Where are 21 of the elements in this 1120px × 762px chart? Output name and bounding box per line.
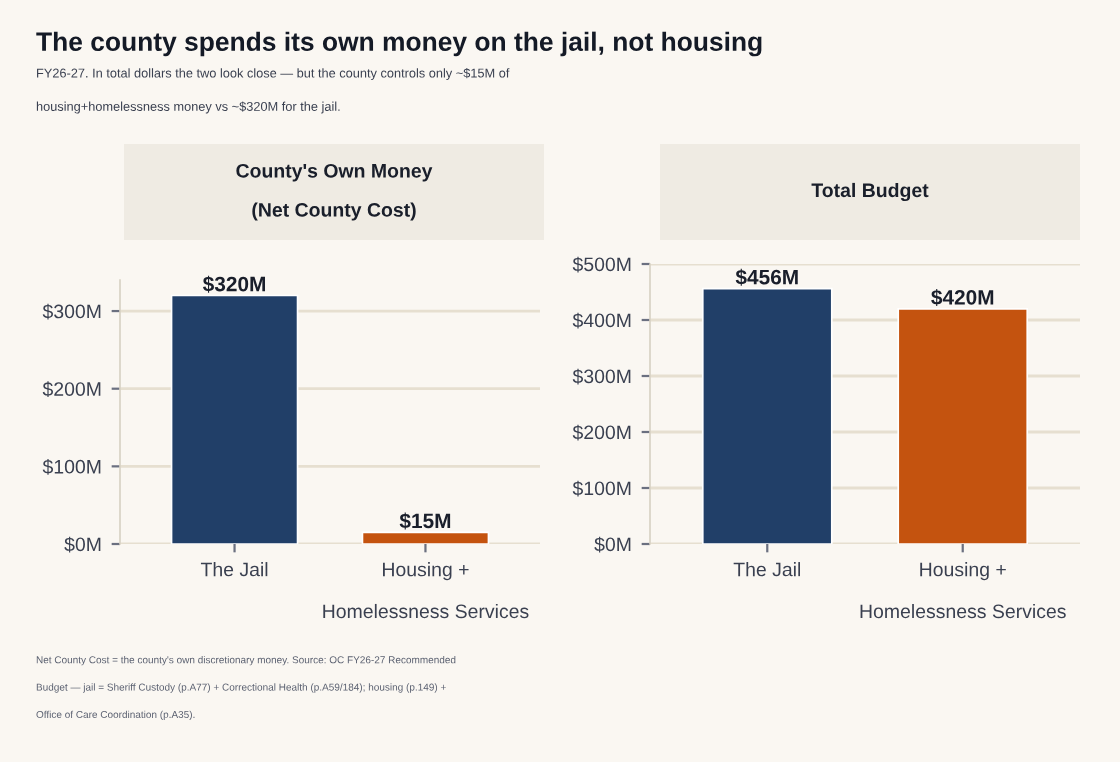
y-tick-label: $500M [572, 256, 631, 273]
data-label: $320M [202, 275, 265, 293]
y-tick-label: $200M [572, 424, 631, 441]
y-tick-label: $100M [572, 480, 631, 497]
y-tick-label: $300M [572, 368, 631, 385]
x-tick-label: The Jail [200, 562, 268, 577]
y-tick-label: $300M [42, 303, 101, 320]
category-label: Housing + Homelessness Services [323, 562, 529, 619]
y-tick-label: $0M [64, 536, 101, 553]
y-tick-label: $200M [42, 381, 101, 398]
y-tick-label: $100M [42, 459, 101, 475]
text: The county spends its own money on the jail, not housing [36, 31, 762, 57]
data-label: $420M [931, 289, 994, 307]
category-label: Housing + Homelessness Services [860, 562, 1066, 619]
chart-title: Total Budget [811, 182, 929, 202]
y-tick-label: $0M [594, 536, 631, 553]
y-tick-label: $400M [572, 312, 631, 329]
data-label: $15M [399, 512, 451, 530]
data-label: $456M [735, 268, 798, 286]
chart-title: County's Own Money (Net County Cost) [236, 163, 433, 221]
x-tick-label: The Jail [733, 562, 801, 577]
